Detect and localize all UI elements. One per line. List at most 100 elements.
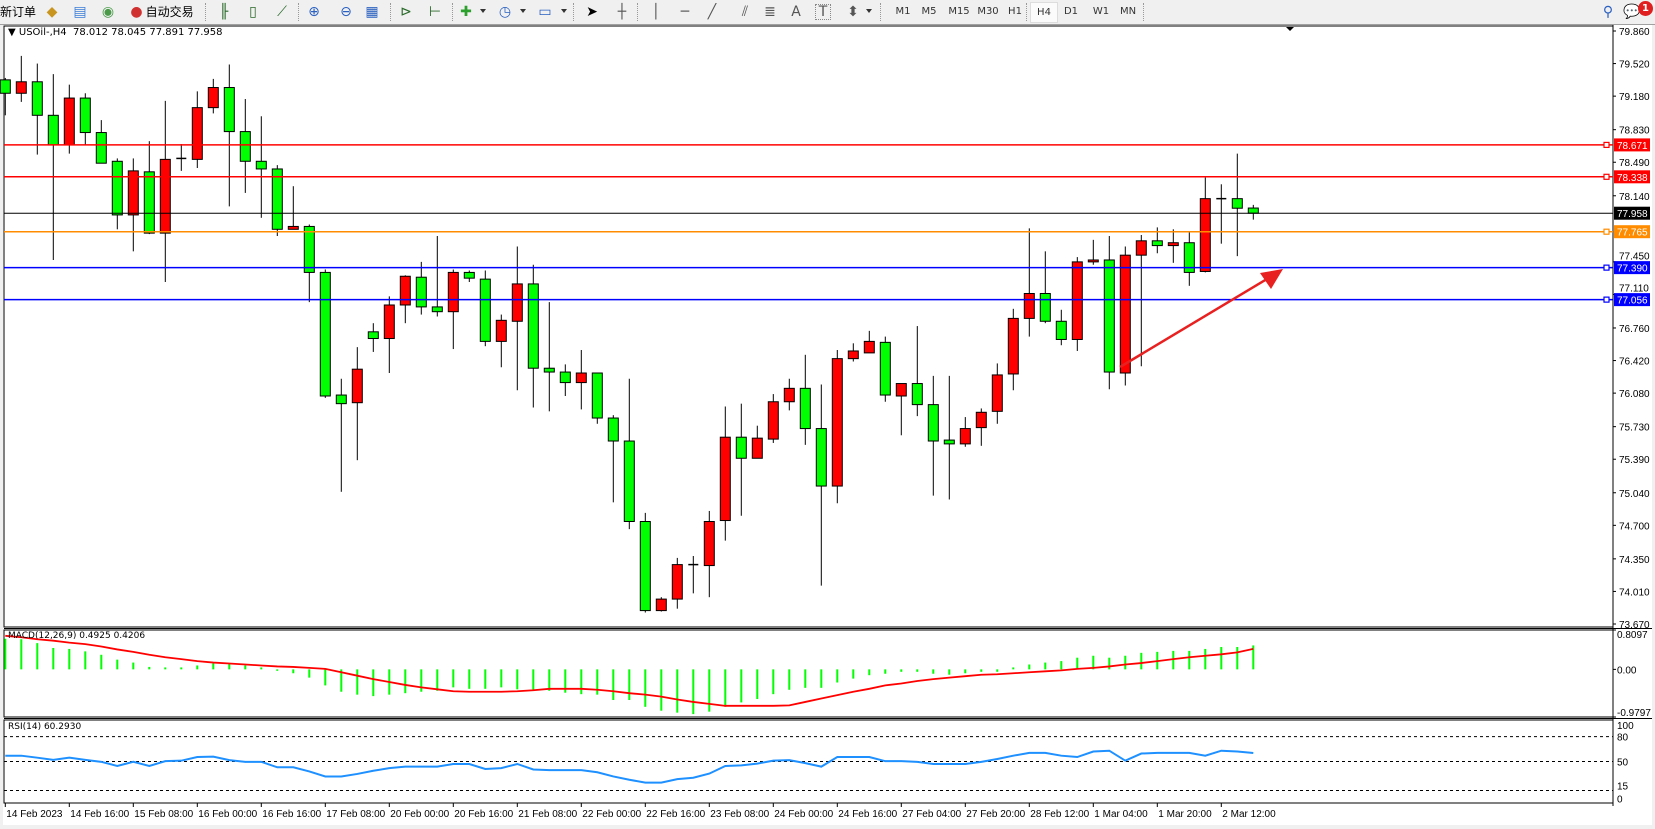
- timeframe-w1[interactable]: W1: [1092, 6, 1110, 17]
- fibonacci-icon[interactable]: ≣: [764, 3, 776, 20]
- candle: [671, 557, 683, 609]
- candle: [511, 246, 523, 391]
- price-tick-label: 75.730: [1619, 423, 1650, 434]
- cursor-icon[interactable]: ➤: [586, 3, 598, 20]
- equidistant-channel-icon[interactable]: ⫽: [741, 3, 749, 20]
- autoscroll-icon[interactable]: ⊳: [400, 3, 412, 20]
- candle-body: [847, 350, 859, 360]
- candle: [783, 378, 795, 411]
- template-icon[interactable]: ▭: [538, 3, 552, 20]
- crosshair-icon[interactable]: ┼: [617, 3, 627, 20]
- timeframe-m1[interactable]: M1: [895, 6, 911, 17]
- candle-body: [639, 520, 651, 612]
- timeframe-d1[interactable]: D1: [1063, 6, 1079, 17]
- notification-badge[interactable]: 1: [1638, 1, 1653, 16]
- candles: [0, 55, 1259, 613]
- candle-body: [815, 428, 827, 487]
- rsi-label: RSI(14) 60.2930: [8, 722, 82, 732]
- timeframe-m5[interactable]: M5: [921, 6, 937, 17]
- candle-body: [31, 81, 43, 116]
- navigator-icon[interactable]: ▤: [73, 3, 87, 20]
- time-tick-label: 1 Mar 04:00: [1094, 809, 1148, 820]
- line-chart-icon[interactable]: ⟋: [277, 3, 287, 20]
- chart-canvas[interactable]: 79.860 79.520 79.180 78.830 78.490 78.140 77.4…: [0, 25, 1655, 825]
- timeframe-h1[interactable]: H1: [1008, 6, 1022, 17]
- candle: [607, 415, 619, 503]
- auto-trading-label: 自动交易: [145, 5, 194, 19]
- text-icon[interactable]: A: [791, 3, 801, 20]
- price-tick-label: 76.080: [1619, 389, 1650, 400]
- chat-icon[interactable]: 💬: [1623, 3, 1641, 20]
- candle: [1167, 229, 1179, 263]
- arrows-icon[interactable]: ⬍: [847, 3, 859, 20]
- level-price-tag: [1614, 206, 1650, 220]
- chart-window[interactable]: 79.860 79.520 79.180 78.830 78.490 78.140 77.4…: [0, 25, 1655, 825]
- candle-chart-icon[interactable]: ▯: [249, 3, 257, 20]
- bar-chart-icon[interactable]: ╟: [219, 3, 229, 20]
- ohlc-values: 78.012 78.045 77.891 77.958: [73, 27, 223, 38]
- candle-body: [863, 340, 875, 354]
- candle: [176, 144, 187, 171]
- timeframe-mn[interactable]: MN: [1119, 6, 1137, 17]
- text-label-icon[interactable]: T: [815, 4, 831, 20]
- timeframe-h4[interactable]: H4: [1030, 2, 1058, 23]
- horizontal-line-icon[interactable]: ─: [680, 3, 690, 20]
- candle-body: [655, 598, 667, 612]
- new-chart-icon[interactable]: ✚: [460, 3, 472, 20]
- candle-body: [1039, 292, 1051, 322]
- price-tick-label: 75.040: [1619, 489, 1650, 500]
- price-tick-label: 74.010: [1619, 587, 1650, 598]
- bell-icon[interactable]: ◆: [46, 3, 58, 20]
- signal-icon[interactable]: ◉: [101, 3, 115, 20]
- timeframe-m30[interactable]: M30: [977, 6, 999, 17]
- candle-body: [831, 358, 843, 487]
- candle: [111, 158, 123, 230]
- candle-body: [1151, 240, 1163, 247]
- clock-icon[interactable]: ◷: [498, 3, 512, 20]
- level-handle-icon: [1603, 228, 1610, 235]
- candle: [831, 350, 843, 504]
- candle: [911, 326, 923, 417]
- candle-body: [303, 225, 315, 273]
- arrow-annotation: [1119, 274, 1273, 369]
- template-dropdown[interactable]: [561, 9, 567, 13]
- new-chart-dropdown[interactable]: [480, 9, 486, 13]
- candle: [431, 236, 443, 317]
- candle-body: [127, 170, 139, 216]
- auto-trading-button[interactable]: ● 自动交易: [126, 2, 198, 21]
- tile-windows-icon[interactable]: ▦: [365, 3, 379, 20]
- chart-shift-marker-icon: [1286, 27, 1294, 31]
- vertical-line-icon[interactable]: │: [651, 3, 661, 20]
- macd-signal-line: [5, 634, 1254, 707]
- candle: [303, 224, 315, 303]
- candle-body: [975, 411, 987, 429]
- chart-menu-arrow-icon[interactable]: ▼: [8, 27, 19, 38]
- timeframe-m15[interactable]: M15: [948, 6, 970, 17]
- chart-shift-icon[interactable]: ⊢: [428, 3, 442, 20]
- periods-dropdown[interactable]: [520, 9, 526, 13]
- time-tick-label: 28 Feb 12:00: [1030, 809, 1089, 820]
- candle: [367, 323, 379, 352]
- price-tick-label: 75.390: [1619, 455, 1650, 466]
- candle: [463, 270, 475, 282]
- rsi-axis-label: 80: [1617, 733, 1629, 744]
- arrows-dropdown[interactable]: [866, 9, 872, 13]
- candle: [207, 78, 219, 114]
- zoom-in-icon[interactable]: ⊕: [308, 3, 320, 20]
- candle-body: [575, 372, 587, 384]
- price-tick-label: 73.670: [1619, 620, 1650, 631]
- level-price-tag: [1614, 261, 1650, 275]
- trendline-icon[interactable]: ╱: [707, 3, 717, 20]
- time-tick-label: 21 Feb 08:00: [518, 809, 577, 820]
- candle-body: [463, 271, 475, 279]
- search-icon[interactable]: ⚲: [1602, 3, 1614, 20]
- candle: [495, 314, 507, 368]
- new-order-button[interactable]: 新订单: [0, 5, 37, 19]
- macd-axis-label: 0.8097: [1617, 630, 1648, 641]
- candle: [351, 347, 363, 461]
- candle: [767, 394, 779, 443]
- zoom-out-icon[interactable]: ⊖: [340, 3, 352, 20]
- candle-body: [1007, 317, 1019, 375]
- candle-body: [527, 283, 539, 369]
- price-tick-label: 79.520: [1619, 60, 1650, 71]
